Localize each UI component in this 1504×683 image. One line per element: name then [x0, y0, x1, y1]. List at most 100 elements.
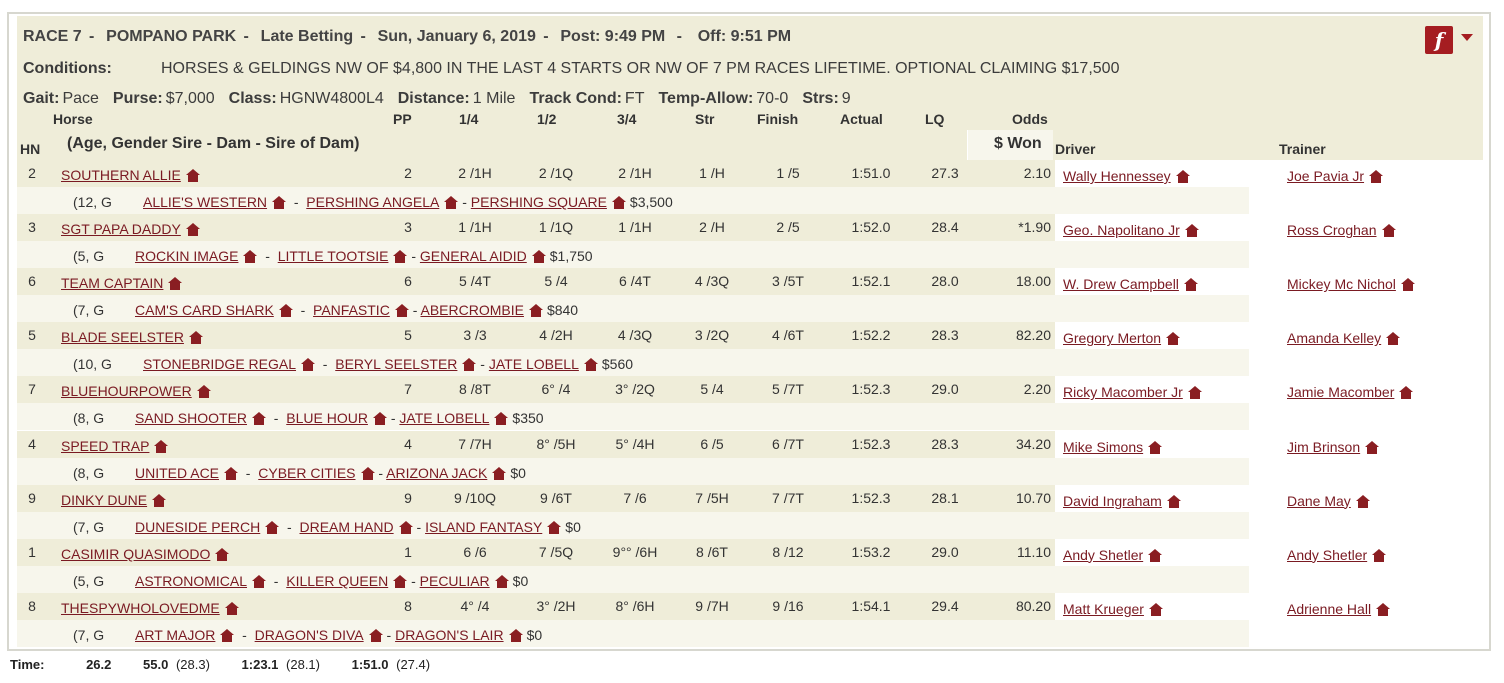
dam-sire-link[interactable]: ISLAND FANTASY: [425, 518, 543, 535]
horse-name-link[interactable]: DINKY DUNE: [61, 491, 148, 508]
house-icon[interactable]: [583, 358, 598, 372]
house-icon[interactable]: [444, 196, 459, 210]
flash-player-icon[interactable]: f: [1425, 26, 1453, 54]
dam-sire-link[interactable]: GENERAL AIDID: [419, 248, 527, 265]
dam-link[interactable]: CYBER CITIES: [258, 464, 356, 481]
dam-sire-link[interactable]: JATE LOBELL: [488, 356, 579, 373]
house-icon[interactable]: [1399, 386, 1414, 400]
horse-name-link[interactable]: SGT PAPA DADDY: [61, 221, 181, 238]
house-icon[interactable]: [152, 493, 167, 507]
house-icon[interactable]: [531, 250, 546, 264]
house-icon[interactable]: [1183, 278, 1198, 292]
house-icon[interactable]: [272, 196, 287, 210]
horse-name-link[interactable]: SPEED TRAP: [61, 437, 150, 454]
house-icon[interactable]: [1148, 548, 1163, 562]
house-icon[interactable]: [508, 628, 523, 642]
sire-link[interactable]: UNITED ACE: [135, 464, 220, 481]
house-icon[interactable]: [1372, 548, 1387, 562]
house-icon[interactable]: [1175, 170, 1190, 183]
house-icon[interactable]: [224, 601, 239, 615]
house-icon[interactable]: [494, 412, 509, 426]
horse-name-link[interactable]: THESPYWHOLOVEDME: [61, 599, 220, 616]
house-icon[interactable]: [398, 520, 413, 534]
house-icon[interactable]: [1381, 224, 1396, 238]
house-icon[interactable]: [188, 331, 203, 345]
house-icon[interactable]: [1369, 170, 1384, 183]
driver-link[interactable]: W. Drew Campbell: [1063, 276, 1179, 293]
house-icon[interactable]: [1187, 386, 1202, 400]
house-icon[interactable]: [611, 196, 626, 210]
house-icon[interactable]: [252, 412, 267, 426]
house-icon[interactable]: [1386, 332, 1401, 346]
house-icon[interactable]: [462, 358, 477, 372]
house-icon[interactable]: [368, 628, 383, 642]
house-icon[interactable]: [394, 304, 409, 318]
driver-link[interactable]: Gregory Merton: [1063, 330, 1162, 347]
driver-link[interactable]: Geo. Napolitano Jr: [1063, 222, 1180, 239]
dam-sire-link[interactable]: PECULIAR: [419, 572, 490, 589]
trainer-link[interactable]: Joe Pavia Jr: [1287, 168, 1365, 184]
sire-link[interactable]: ASTRONOMICAL: [135, 572, 248, 589]
trainer-link[interactable]: Jamie Macomber: [1287, 384, 1395, 401]
driver-link[interactable]: Ricky Macomber Jr: [1063, 384, 1183, 401]
dam-sire-link[interactable]: ABERCROMBIE: [420, 302, 524, 319]
dam-sire-link[interactable]: PERSHING SQUARE: [470, 194, 607, 211]
house-icon[interactable]: [393, 250, 408, 264]
dam-link[interactable]: KILLER QUEEN: [286, 572, 389, 589]
dam-link[interactable]: BERYL SEELSTER: [335, 356, 458, 373]
dam-link[interactable]: PERSHING ANGELA: [306, 194, 440, 211]
house-icon[interactable]: [1365, 440, 1380, 454]
dam-sire-link[interactable]: DRAGON'S LAIR: [395, 626, 504, 643]
dam-sire-link[interactable]: ARIZONA JACK: [386, 464, 488, 481]
dam-sire-link[interactable]: JATE LOBELL: [399, 410, 490, 427]
house-icon[interactable]: [185, 223, 200, 237]
horse-name-link[interactable]: BLADE SEELSTER: [61, 329, 184, 346]
house-icon[interactable]: [547, 520, 562, 534]
house-icon[interactable]: [215, 547, 230, 561]
trainer-link[interactable]: Ross Croghan: [1287, 222, 1377, 239]
sire-link[interactable]: DUNESIDE PERCH: [135, 518, 261, 535]
house-icon[interactable]: [278, 304, 293, 318]
house-icon[interactable]: [372, 412, 387, 426]
house-icon[interactable]: [1166, 494, 1181, 508]
house-icon[interactable]: [393, 574, 408, 588]
sire-link[interactable]: ALLIE'S WESTERN: [143, 194, 268, 211]
house-icon[interactable]: [168, 277, 183, 291]
dam-link[interactable]: PANFASTIC: [313, 302, 390, 319]
house-icon[interactable]: [224, 466, 239, 480]
house-icon[interactable]: [220, 628, 235, 642]
driver-link[interactable]: Mike Simons: [1063, 438, 1144, 455]
house-icon[interactable]: [185, 169, 200, 182]
house-icon[interactable]: [528, 304, 543, 318]
sire-link[interactable]: STONEBRIDGE REGAL: [143, 356, 297, 373]
house-icon[interactable]: [1148, 440, 1163, 454]
driver-link[interactable]: David Ingraham: [1063, 492, 1162, 509]
sire-link[interactable]: CAM'S CARD SHARK: [135, 302, 274, 319]
horse-name-link[interactable]: TEAM CAPTAIN: [61, 275, 164, 292]
trainer-link[interactable]: Dane May: [1287, 492, 1351, 509]
sire-link[interactable]: ROCKIN IMAGE: [135, 248, 239, 265]
trainer-link[interactable]: Andy Shetler: [1287, 546, 1368, 563]
trainer-link[interactable]: Jim Brinson: [1287, 438, 1361, 455]
house-icon[interactable]: [360, 466, 375, 480]
sire-link[interactable]: ART MAJOR: [135, 626, 216, 643]
house-icon[interactable]: [1184, 224, 1199, 238]
house-icon[interactable]: [252, 574, 267, 588]
driver-link[interactable]: Wally Hennessey: [1063, 168, 1171, 184]
house-icon[interactable]: [196, 385, 211, 399]
house-icon[interactable]: [1166, 332, 1181, 346]
horse-name-link[interactable]: SOUTHERN ALLIE: [61, 167, 181, 183]
house-icon[interactable]: [1376, 602, 1391, 616]
house-icon[interactable]: [265, 520, 280, 534]
dam-link[interactable]: DREAM HAND: [299, 518, 394, 535]
house-icon[interactable]: [154, 439, 169, 453]
house-icon[interactable]: [1148, 602, 1163, 616]
driver-link[interactable]: Andy Shetler: [1063, 546, 1144, 563]
trainer-link[interactable]: Adrienne Hall: [1287, 600, 1372, 617]
horse-name-link[interactable]: CASIMIR QUASIMODO: [61, 545, 211, 562]
house-icon[interactable]: [243, 250, 258, 264]
dam-link[interactable]: DRAGON'S DIVA: [254, 626, 364, 643]
sire-link[interactable]: SAND SHOOTER: [135, 410, 248, 427]
trainer-link[interactable]: Amanda Kelley: [1287, 330, 1382, 347]
house-icon[interactable]: [494, 574, 509, 588]
